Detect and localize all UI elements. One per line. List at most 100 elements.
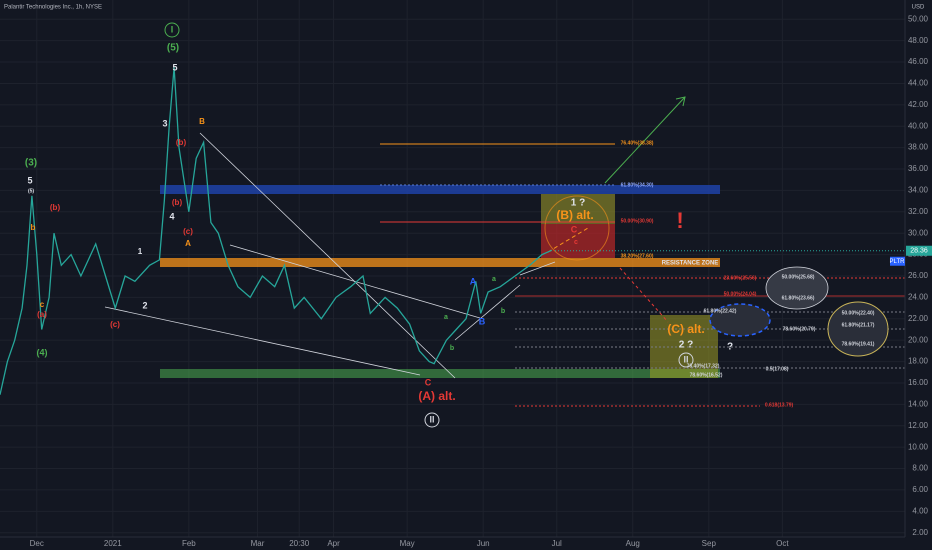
x-tick-label: Aug [626,539,640,548]
annotation: 0.5(17.08) [766,366,789,372]
price-axis [905,0,932,550]
y-tick-label: 2.00 [912,528,928,537]
ellipse [709,303,771,337]
y-tick-label: 20.00 [908,335,929,344]
annotation: (C) alt. [667,322,704,336]
annotation: C [571,224,578,234]
annotation: (c) [110,320,120,329]
annotation: 50.00%(30.90) [621,218,654,224]
y-tick-label: 8.00 [912,464,928,473]
target-box [541,224,615,258]
annotation: 38.20%(27.60) [621,253,654,259]
blue-zone [160,185,720,194]
circle [544,195,610,261]
annotation: b [450,345,454,352]
x-tick-label: May [400,539,415,548]
arrow [547,227,589,253]
y-tick-label: 40.00 [908,121,929,130]
annotation: c [40,300,45,309]
annotation: 1 [138,247,143,256]
annotation: 3 [162,118,167,128]
y-tick-label: 16.00 [908,378,929,387]
ellipse [765,266,829,310]
annotation: (B) alt. [556,208,593,222]
annotation: B [199,117,205,126]
annotation: I [171,24,174,34]
annotation: ! [676,208,683,233]
last-price-tag [906,245,932,256]
price-line [0,67,553,395]
annotation: 78.60%(19.41) [842,341,875,347]
annotation: 61.80%(22.42) [704,308,737,314]
annotation: (b) [176,138,187,147]
circle [678,352,694,368]
last-price-label: 28.36 [910,248,928,255]
annotation: 4 [169,211,174,221]
y-tick-label: 36.00 [908,164,929,173]
x-tick-label: 20:30 [289,539,310,548]
annotation: 50.00%(22.40) [842,310,875,316]
y-tick-label: 48.00 [908,36,929,45]
annotation: a [492,276,496,283]
x-tick-label: Jul [552,539,562,548]
annotation: (A) alt. [418,389,455,403]
arrow-head [675,96,686,107]
y-tick-label: 32.00 [908,207,929,216]
x-tick-label: Mar [251,539,265,548]
x-tick-label: Feb [182,539,196,548]
x-tick-label: Sep [702,539,717,548]
annotation: (a) [37,310,47,319]
x-tick-label: Oct [776,539,789,548]
annotation: 76.40%(17.32) [687,363,720,369]
y-tick-label: 46.00 [908,57,929,66]
y-tick-label: 24.00 [908,292,929,301]
y-tick-label: 34.00 [908,186,929,195]
y-tick-label: 4.00 [912,506,928,515]
y-tick-label: 38.00 [908,143,929,152]
y-tick-label: 26.00 [908,271,929,280]
annotation: A [470,276,477,286]
annotation: ? [727,342,733,353]
x-tick-label: Jun [477,539,490,548]
x-tick-label: Apr [327,539,340,548]
trend-line [229,244,481,319]
y-tick-label: 12.00 [908,421,929,430]
y-tick-label: 42.00 [908,100,929,109]
arrow [619,267,669,323]
annotation: 61.80%(21.17) [842,322,875,328]
annotation: C [425,377,432,387]
y-tick-label: 30.00 [908,228,929,237]
y-tick-label: 22.00 [908,314,929,323]
annotation: (3) [25,158,37,169]
x-tick-label: 2021 [104,539,122,548]
annotation: a [444,314,448,321]
symbol-tag [890,256,905,266]
annotation: c [574,239,578,246]
annotation: 23.60%(25.56) [724,275,757,281]
annotation: A [185,239,191,248]
annotation: 78.60%(16.52) [690,372,723,378]
annotation: (c) [183,227,193,236]
y-tick-label: 44.00 [908,79,929,88]
annotation: II [429,414,434,424]
annotation: 5 [172,62,177,72]
trend-line [454,284,521,341]
annotation: 61.80%(34.30) [621,182,654,188]
annotation: 76.40%(38.38) [621,140,654,146]
annotation: b [501,308,505,315]
y-tick-label: 18.00 [908,357,929,366]
trend-line [199,132,456,379]
support-zone [160,369,720,378]
annotation: 2 [142,300,147,310]
annotation: B [479,316,486,326]
annotation: (b) [172,198,183,207]
y-tick-label: 14.00 [908,399,929,408]
y-tick-label: 6.00 [912,485,928,494]
resistance-zone [160,258,720,267]
annotation: (5) [167,43,179,54]
annotation: (b) [50,203,61,212]
annotation: (4) [37,347,48,357]
annotation: (5) [28,188,34,194]
ellipse [827,301,889,357]
